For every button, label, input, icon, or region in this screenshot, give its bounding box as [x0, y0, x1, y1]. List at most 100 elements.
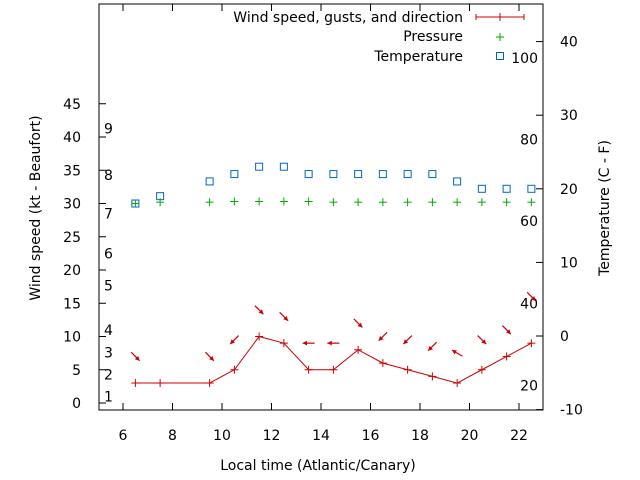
legend-swatch-temperature: [496, 52, 504, 60]
wind-speed-point: [156, 379, 165, 388]
wind-arrow-head: [530, 296, 536, 301]
fahrenheit-label: 40: [520, 297, 538, 313]
temperature-point: [453, 177, 462, 186]
beaufort-label: 3: [104, 345, 113, 361]
temperature-point: [329, 170, 338, 179]
fahrenheit-label: 60: [520, 214, 538, 230]
fahrenheit-label: 20: [520, 378, 538, 394]
wind-arrow: [302, 340, 315, 346]
temperature-point: [304, 170, 313, 179]
y-tick-label: 5: [72, 363, 81, 379]
plot-frame: [98, 3, 544, 411]
wind-arrow-head: [258, 309, 264, 315]
wind-speed-line: [135, 335, 532, 384]
wind-arrow-head: [302, 340, 308, 346]
y2-tick-label: 30: [560, 108, 578, 124]
temperature-point: [378, 170, 387, 179]
wind-arrow-head: [451, 350, 457, 355]
y2-axis-label: Temperature (C - F): [597, 140, 613, 277]
temperature-point: [502, 184, 511, 193]
wind-arrow: [402, 335, 413, 345]
pressure-point: [527, 198, 536, 207]
beaufort-label: 8: [104, 168, 113, 184]
wind-arrow: [204, 351, 215, 362]
wind-arrow-head: [283, 315, 289, 321]
pressure-point: [279, 197, 288, 206]
y-axis-label: Wind speed (kt - Beaufort): [28, 115, 44, 300]
y-tick-label: 20: [63, 263, 81, 279]
pressure-point: [354, 198, 363, 207]
wind-arrow: [353, 318, 363, 328]
temperature-point: [354, 170, 363, 179]
beaufort-label: 7: [104, 206, 113, 222]
x-tick-label: 10: [213, 428, 231, 444]
legend-label-pressure: Pressure: [403, 29, 463, 45]
beaufort-label: 6: [104, 246, 113, 262]
wind-arrow: [501, 325, 512, 335]
wind-speed-point: [279, 339, 288, 348]
y2-tick-label: -10: [560, 403, 583, 419]
y-axis-ticks: 0 5 10 15 20 25 30 35 40 45: [63, 97, 106, 412]
beaufort-label: 2: [104, 367, 113, 383]
temperature-point: [205, 177, 214, 186]
y-tick-label: 40: [63, 130, 81, 146]
x-tick-label: 20: [461, 428, 479, 444]
wind-arrow-head: [481, 339, 487, 345]
x-axis-label: Local time (Atlantic/Canary): [220, 458, 416, 474]
x-tick-label: 16: [362, 428, 380, 444]
wind-arrow-head: [327, 340, 332, 346]
pressure-point: [156, 198, 165, 207]
y2-tick-label: 20: [560, 182, 578, 198]
legend: Wind speed, gusts, and direction Pressur…: [233, 10, 525, 65]
pressure-point: [255, 197, 264, 206]
wind-arrow: [229, 335, 240, 345]
wind-arrow: [477, 335, 487, 345]
wind-speed-point: [502, 352, 511, 361]
y2-tick-label: 10: [560, 255, 578, 271]
pressure-point: [304, 197, 313, 206]
y-tick-label: 15: [63, 296, 81, 312]
y2-tick-label: 40: [560, 35, 578, 51]
wind-arrow: [130, 351, 141, 362]
fahrenheit-label: 100: [511, 51, 538, 67]
pressure-point: [378, 198, 387, 207]
pressure-point: [477, 198, 486, 207]
pressure-point: [329, 198, 338, 207]
pressure-point: [230, 197, 239, 206]
y-tick-label: 25: [63, 230, 81, 246]
y-tick-label: 45: [63, 97, 81, 113]
y-tick-label: 35: [63, 163, 81, 179]
wind-speed-point: [131, 379, 140, 388]
wind-speed-series: [131, 332, 536, 388]
y-tick-label: 0: [72, 396, 81, 412]
wind-speed-point: [205, 379, 214, 388]
wind-speed-point: [329, 365, 338, 374]
fahrenheit-labels: 20 40 60 80 100: [511, 51, 538, 395]
x-axis-ticks: 6 8 10 12 14 16 18 20 22: [119, 4, 528, 444]
wind-arrow: [254, 305, 264, 315]
wind-arrow-head: [209, 355, 214, 361]
y-tick-label: 10: [63, 330, 81, 346]
temperature-point: [230, 170, 239, 179]
beaufort-label: 1: [104, 389, 113, 405]
temperature-point: [403, 170, 412, 179]
beaufort-labels: 1 2 3 4 5 6 7 8 9: [104, 121, 113, 405]
pressure-series: [131, 197, 536, 208]
pressure-point: [131, 199, 140, 208]
x-tick-label: 18: [411, 428, 429, 444]
wind-speed-point: [304, 365, 313, 374]
wind-arrow-head: [403, 339, 409, 345]
wind-arrow: [451, 349, 463, 357]
y-tick-label: 30: [63, 197, 81, 213]
wind-arrow: [378, 331, 388, 342]
wind-arrow: [526, 291, 537, 302]
x-tick-label: 8: [168, 428, 177, 444]
x-tick-label: 22: [510, 428, 528, 444]
legend-label-wind: Wind speed, gusts, and direction: [233, 10, 463, 26]
fahrenheit-label: 80: [520, 132, 538, 148]
temperature-point: [477, 184, 486, 193]
wind-arrow: [427, 341, 438, 352]
x-tick-label: 6: [119, 428, 128, 444]
y2-tick-label: 0: [560, 329, 569, 345]
wind-arrow-head: [428, 345, 433, 351]
